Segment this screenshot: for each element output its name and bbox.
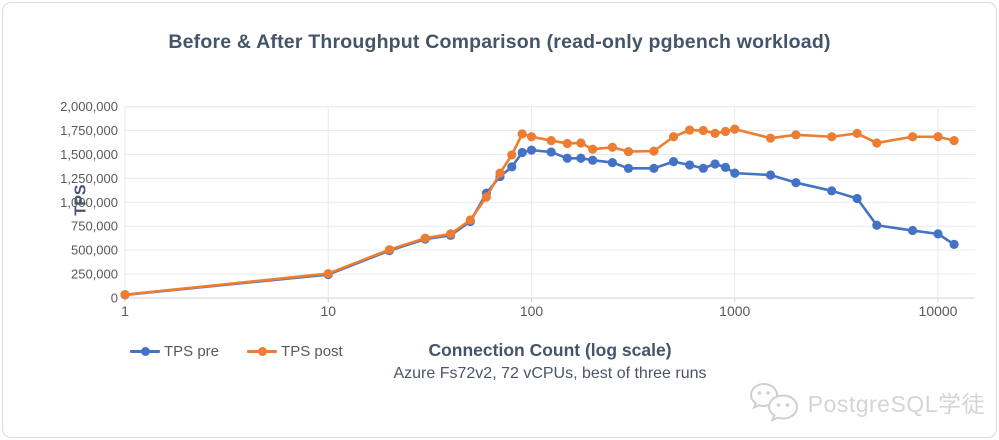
legend-item-tps-post: TPS post [247,343,343,360]
x-axis-subtitle: Azure Fs72v2, 72 vCPUs, best of three ru… [393,365,707,382]
svg-text:2,000,000: 2,000,000 [60,99,118,114]
y-axis-title: TPS [72,184,90,216]
svg-text:10: 10 [320,303,336,319]
x-axis-title: Connection Count (log scale) [428,340,672,360]
svg-text:250,000: 250,000 [71,267,118,282]
watermark-text: PostgreSQL学徒 [807,391,985,417]
svg-text:1: 1 [121,303,129,319]
svg-text:1,000,000: 1,000,000 [60,195,118,210]
svg-text:1000: 1000 [719,303,750,319]
tps-pre-legend-label: TPS pre [164,343,220,360]
svg-text:0: 0 [111,291,118,306]
svg-text:500,000: 500,000 [71,243,118,258]
svg-text:750,000: 750,000 [71,219,118,234]
chart-title: Before & After Throughput Comparison (re… [168,31,831,53]
tps-post-legend-label: TPS post [281,343,343,360]
svg-text:1,750,000: 1,750,000 [60,123,118,138]
watermark: PostgreSQL学徒 [749,382,985,422]
tps-pre-legend-marker [130,347,160,357]
wechat-icon [749,382,798,422]
svg-text:10000: 10000 [919,303,958,319]
legend-item-tps-pre: TPS pre [130,343,219,360]
svg-text:1,250,000: 1,250,000 [60,171,118,186]
tps-post-legend-marker [247,347,278,357]
chart-legend: TPS pre TPS post [130,343,343,360]
x-axis-title-block: Connection Count (log scale) Azure Fs72v… [125,338,975,385]
svg-text:100: 100 [520,303,544,319]
svg-text:1,500,000: 1,500,000 [60,147,118,162]
